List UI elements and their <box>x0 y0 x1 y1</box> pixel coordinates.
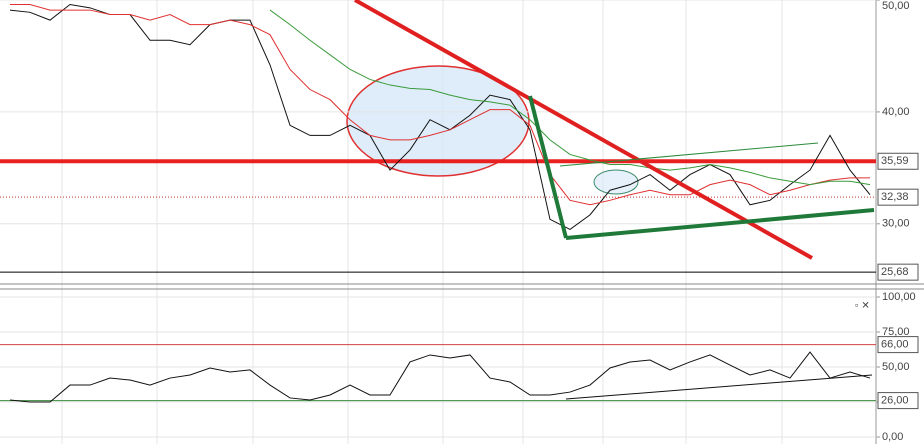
y-tick-label: 40,00 <box>882 106 910 118</box>
y-tick-label: 75,00 <box>882 326 910 338</box>
trend-line <box>565 208 875 240</box>
trend-line <box>528 95 568 239</box>
level-label-box <box>877 263 919 281</box>
level-label: 35,59 <box>881 155 909 167</box>
level-label-box <box>877 152 919 170</box>
highlight-ellipse <box>346 65 530 177</box>
y-tick-label: 100,00 <box>882 291 916 303</box>
series-line <box>269 9 871 186</box>
series-line <box>9 3 871 230</box>
level-label-box <box>877 336 919 354</box>
level-label: 32,38 <box>881 191 909 203</box>
y-tick-label: 50,00 <box>882 361 910 373</box>
level-label: 25,68 <box>881 266 909 278</box>
rsi-trend-line <box>565 374 873 400</box>
trend-line <box>354 0 813 260</box>
trend-line <box>559 142 819 167</box>
level-label: 66,00 <box>881 339 909 351</box>
level-label-box <box>877 392 919 410</box>
level-label-box <box>877 188 919 206</box>
y-tick-label: 50,00 <box>882 0 910 12</box>
y-tick-label: 0,00 <box>882 431 903 443</box>
highlight-ellipse <box>593 169 639 195</box>
y-tick-label: 30,00 <box>882 218 910 230</box>
series-line <box>9 351 871 403</box>
level-label: 26,00 <box>881 395 909 407</box>
panel-icons[interactable]: ▫ ✕ <box>855 301 870 312</box>
series-line <box>10 3 870 206</box>
